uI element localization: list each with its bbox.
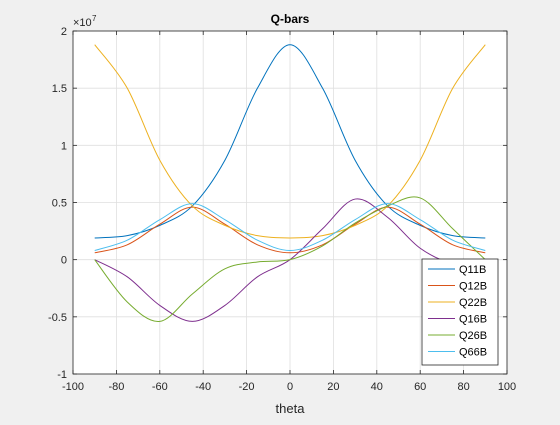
y-tick-label: -0.5 bbox=[48, 312, 67, 324]
y-tick-label: 0.5 bbox=[52, 198, 67, 210]
series-line-q11b bbox=[94, 44, 486, 239]
legend: Q11B Q12B Q22B Q16B Q26B Q66B bbox=[421, 258, 499, 366]
y-exponent-power: 7 bbox=[92, 14, 97, 23]
y-tick-label: 0 bbox=[61, 255, 67, 267]
legend-entry-q66b: Q66B bbox=[459, 347, 487, 359]
y-exponent-base: ×10 bbox=[73, 17, 92, 29]
x-tick-label: 20 bbox=[327, 381, 339, 393]
y-tick-label: -1 bbox=[57, 369, 67, 381]
y-tick-label: 1.5 bbox=[52, 83, 67, 95]
series-line-q66b bbox=[94, 203, 486, 252]
legend-box bbox=[421, 258, 499, 366]
x-tick-label: -80 bbox=[108, 381, 124, 393]
x-tick-label: 100 bbox=[498, 381, 516, 393]
x-tick-label: -40 bbox=[195, 381, 211, 393]
y-tick-label: 2 bbox=[61, 26, 67, 38]
legend-entry-q26b: Q26B bbox=[459, 330, 487, 342]
legend-entry-q11b: Q11B bbox=[459, 264, 486, 276]
x-tick-label: 0 bbox=[287, 381, 293, 393]
legend-entry-q22b: Q22B bbox=[459, 297, 487, 309]
legend-entry-q12b: Q12B bbox=[459, 281, 487, 293]
x-tick-label: 80 bbox=[457, 381, 469, 393]
chart-title: Q-bars bbox=[271, 12, 310, 26]
x-tick-label: -60 bbox=[152, 381, 168, 393]
x-tick-label: 40 bbox=[371, 381, 383, 393]
x-axis-label: theta bbox=[276, 401, 306, 416]
series-line-q12b bbox=[94, 206, 486, 254]
series-layer bbox=[94, 44, 486, 322]
y-tick-label: 1 bbox=[61, 140, 67, 152]
ticks: -100 -80 -60 -40 -20 0 20 40 60 80 100 -1 -0.5 0 0.5 1 1… bbox=[48, 26, 516, 393]
x-tick-label: -100 bbox=[62, 381, 84, 393]
series-line-q26b bbox=[94, 196, 486, 322]
legend-entry-q16b: Q16B bbox=[459, 314, 487, 326]
x-tick-label: 60 bbox=[414, 381, 426, 393]
series-line-q22b bbox=[94, 44, 486, 239]
x-tick-label: -20 bbox=[239, 381, 255, 393]
